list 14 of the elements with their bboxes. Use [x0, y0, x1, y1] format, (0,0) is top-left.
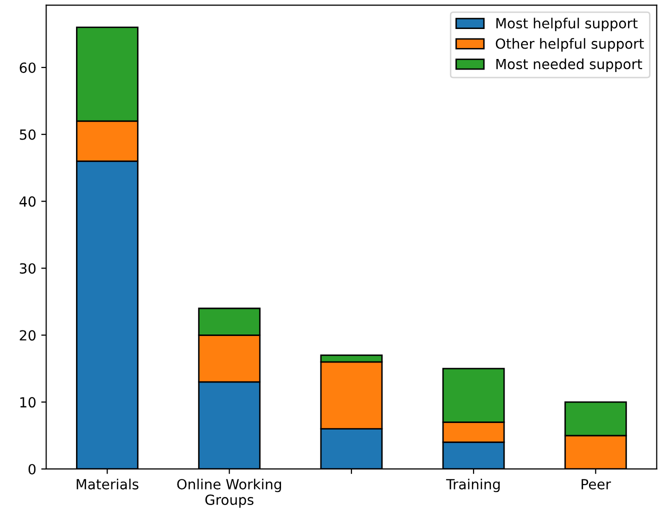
legend-label: Most needed support	[496, 58, 642, 72]
legend-label: Most helpful support	[496, 18, 638, 32]
x-tick-label: Training	[446, 478, 500, 492]
x-tick-label: Online Working Groups	[177, 478, 282, 508]
y-tick-label: 10	[20, 397, 36, 408]
x-tick-label: Materials	[76, 478, 138, 490]
y-tick-label: 20	[20, 330, 36, 341]
legend-label: Other helpful support	[496, 38, 644, 52]
y-tick-label: 30	[20, 263, 36, 274]
y-tick-label: 60	[20, 62, 36, 73]
y-tick-label: 0	[28, 464, 36, 474]
x-tick-label: Peer	[582, 479, 611, 490]
y-tick-label: 50	[20, 129, 36, 140]
y-tick-label: 40	[19, 196, 36, 207]
